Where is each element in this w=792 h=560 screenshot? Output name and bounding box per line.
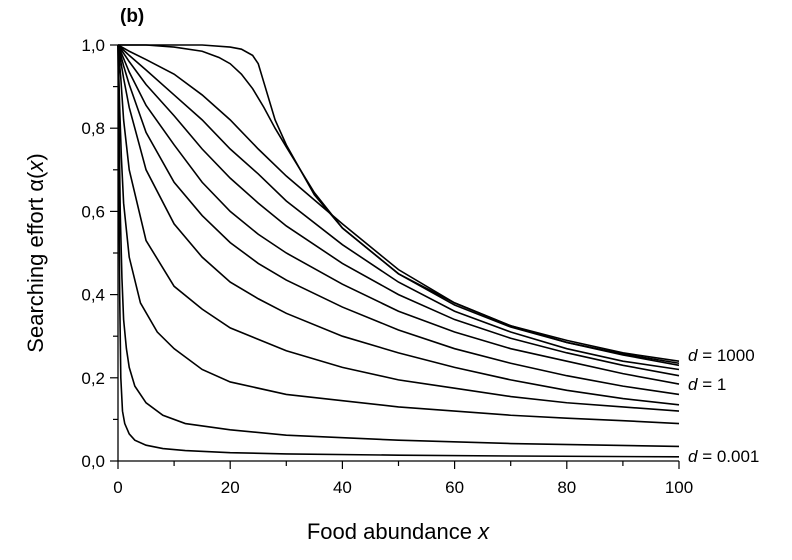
- curve-3: [117, 44, 680, 367]
- y-axis-title: Searching effort α(x): [23, 153, 48, 352]
- curve-9: [117, 44, 680, 412]
- curve-annotation: d = 1: [688, 375, 726, 394]
- x-tick-label: 100: [665, 478, 693, 497]
- x-axis-ticks: 0 20 40 60 80 100: [113, 461, 693, 497]
- curve-annotation: d = 1000: [688, 346, 755, 365]
- x-tick-label: 0: [113, 478, 122, 497]
- curve-4: [117, 44, 680, 371]
- curve-8: [117, 44, 680, 406]
- x-tick-label: 60: [445, 478, 464, 497]
- curve-7: [117, 44, 680, 396]
- y-tick-label: 0,6: [81, 202, 105, 221]
- curve-2: [118, 44, 680, 365]
- curve-5: [117, 44, 680, 377]
- curves: [117, 44, 680, 458]
- curve-10: [117, 44, 680, 425]
- x-tick-label: 20: [221, 478, 240, 497]
- y-tick-label: 1,0: [81, 36, 105, 55]
- y-tick-label: 0,0: [81, 452, 105, 471]
- curve-1: [118, 44, 680, 362]
- curve-12: [117, 44, 680, 458]
- curve-6: [117, 44, 680, 385]
- y-tick-label: 0,4: [81, 286, 105, 305]
- y-axis-ticks: 0,0 0,2 0,4 0,6 0,8 1,0: [81, 36, 118, 471]
- x-tick-label: 80: [557, 478, 576, 497]
- x-tick-label: 40: [333, 478, 352, 497]
- curve-annotations: d = 1000 d = 1 d = 0.001: [688, 346, 759, 466]
- curve-annotation: d = 0.001: [688, 447, 759, 466]
- panel-label: (b): [120, 6, 144, 27]
- y-tick-label: 0,2: [81, 369, 105, 388]
- x-axis-title: Food abundance x: [307, 519, 490, 544]
- y-tick-label: 0,8: [81, 119, 105, 138]
- curve-11: [117, 44, 680, 448]
